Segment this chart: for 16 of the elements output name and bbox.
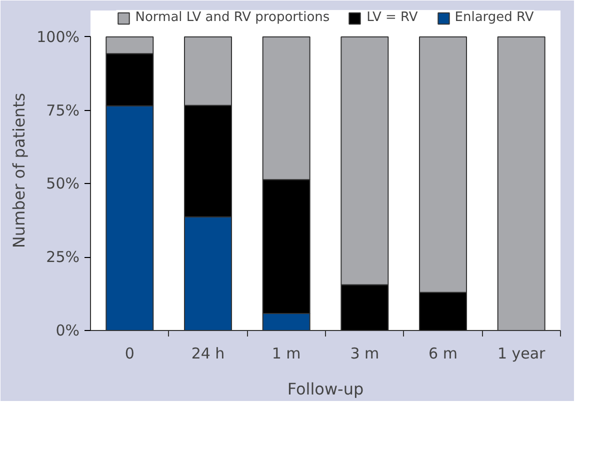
x-tick-label: 3 m [350, 344, 380, 362]
legend-label: Normal LV and RV proportions [135, 10, 330, 25]
x-tick-label: 1 year [497, 344, 546, 362]
x-axis-title: Follow-up [287, 380, 364, 398]
y-axis-title: Number of patients [10, 92, 29, 248]
y-tick-label: 0% [56, 322, 80, 340]
y-tick-label: 100% [36, 28, 80, 46]
y-tick-label: 50% [46, 174, 80, 193]
y-tick-label: 25% [46, 248, 80, 266]
x-tick-label: 6 m [428, 344, 458, 362]
legend-label: LV = RV [366, 10, 418, 25]
x-tick-label: 0 [124, 344, 134, 362]
x-tick-label: 1 m [272, 344, 301, 362]
y-tick-label: 75% [46, 101, 80, 120]
x-tick-label: 24 h [191, 344, 225, 362]
legend-label: Enlarged RV [454, 10, 534, 25]
